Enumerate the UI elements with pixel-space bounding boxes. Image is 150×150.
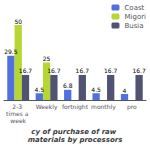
- svg-text:50: 50: [14, 18, 22, 25]
- svg-text:times a: times a: [6, 110, 30, 117]
- svg-text:16.7: 16.7: [132, 67, 146, 74]
- svg-text:16.7: 16.7: [104, 67, 118, 74]
- svg-text:cy of purchase of raw: cy of purchase of raw: [31, 128, 118, 136]
- svg-text:week: week: [10, 117, 26, 124]
- svg-text:16.7: 16.7: [47, 67, 61, 74]
- svg-text:29.5: 29.5: [4, 48, 18, 55]
- svg-text:Coast: Coast: [124, 4, 144, 12]
- svg-text:Busia: Busia: [124, 22, 143, 30]
- svg-text:Weekly: Weekly: [36, 103, 58, 111]
- svg-text:25: 25: [43, 55, 51, 62]
- svg-text:monthly: monthly: [91, 103, 116, 111]
- svg-text:4.5: 4.5: [91, 86, 101, 93]
- svg-text:materials by processors: materials by processors: [28, 136, 123, 144]
- svg-text:fortnight: fortnight: [62, 103, 89, 111]
- svg-text:16.7: 16.7: [76, 67, 90, 74]
- svg-text:Migori: Migori: [124, 13, 146, 21]
- svg-text:2-3: 2-3: [12, 103, 24, 110]
- svg-text:6.8: 6.8: [63, 82, 73, 89]
- svg-text:pro: pro: [127, 103, 137, 111]
- svg-text:4.5: 4.5: [35, 86, 45, 93]
- svg-text:16.7: 16.7: [19, 67, 33, 74]
- svg-text:4: 4: [123, 87, 127, 94]
